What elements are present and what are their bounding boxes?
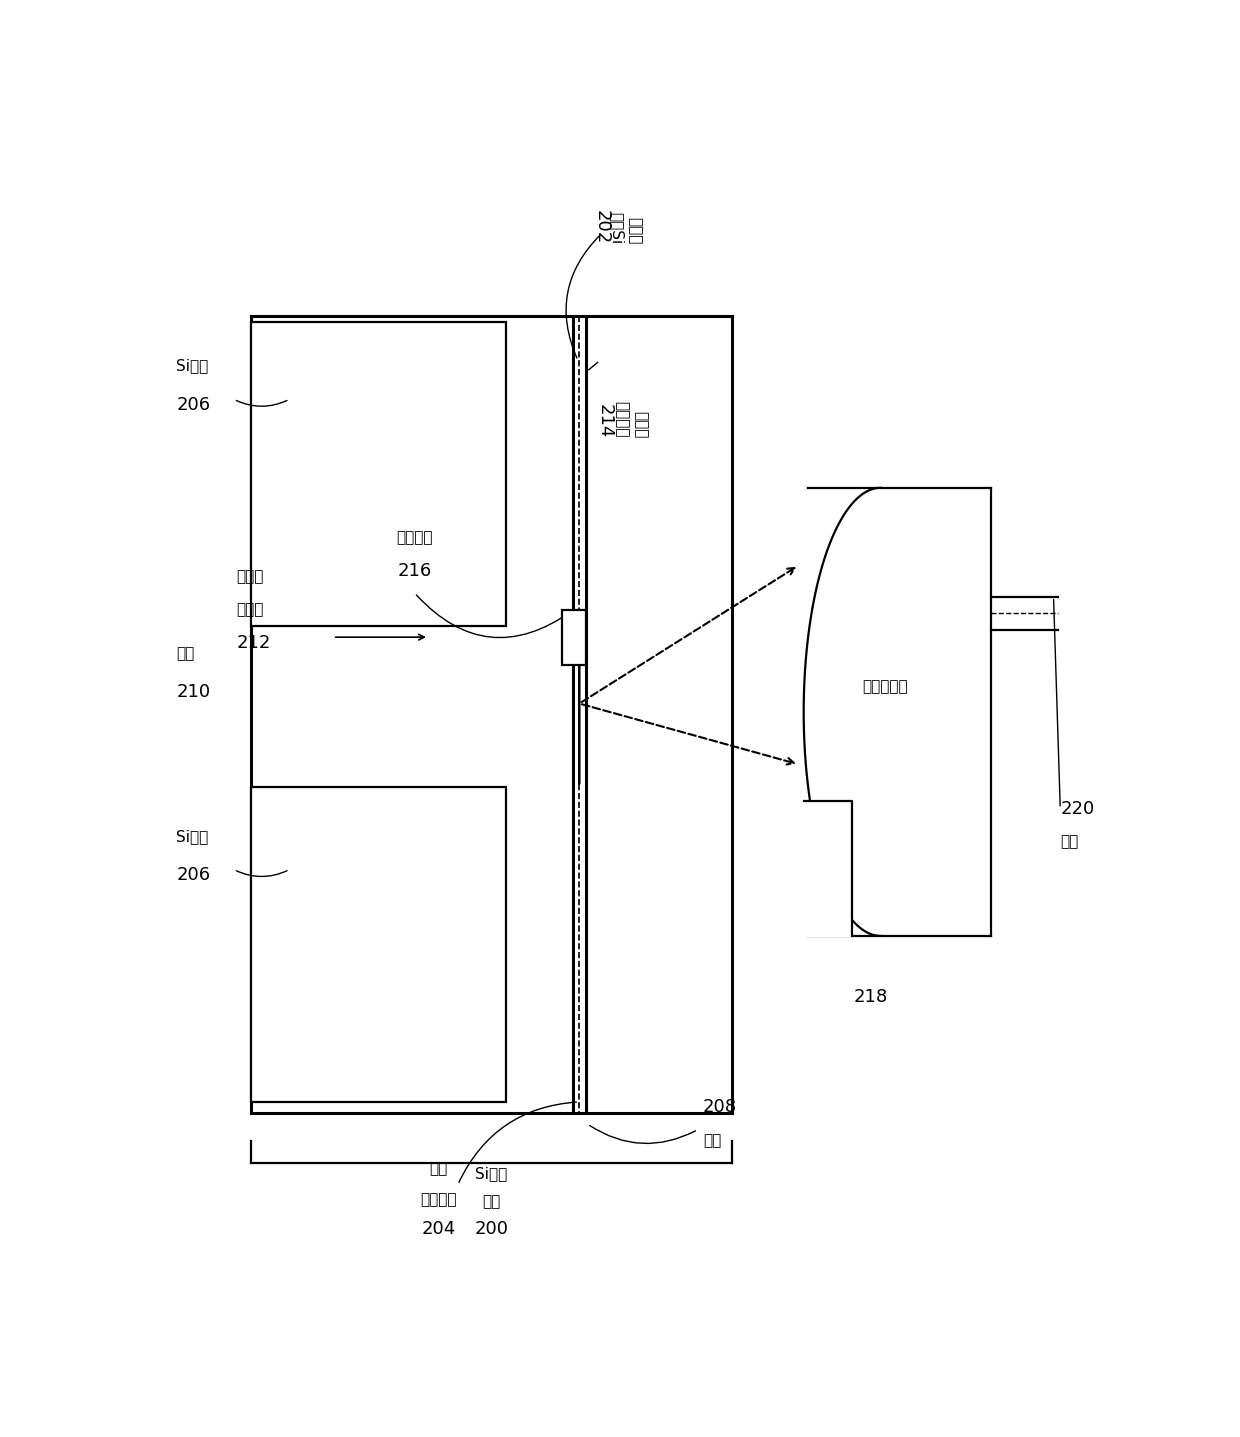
Text: 206: 206 xyxy=(176,395,211,414)
Text: 212: 212 xyxy=(237,634,272,652)
Text: 芯片: 芯片 xyxy=(482,1194,501,1209)
Text: 背侧腔: 背侧腔 xyxy=(237,602,264,616)
Text: 埋埋: 埋埋 xyxy=(429,1161,448,1175)
Text: 有源Si: 有源Si xyxy=(610,213,625,244)
Text: 反射结构: 反射结构 xyxy=(397,530,433,545)
Text: Si光子: Si光子 xyxy=(475,1167,507,1181)
Bar xyxy=(802,802,853,937)
Text: 光纤连接器: 光纤连接器 xyxy=(863,680,908,694)
Text: 光纤: 光纤 xyxy=(1060,835,1079,849)
Text: 氧化物层: 氧化物层 xyxy=(420,1191,456,1207)
Text: 202: 202 xyxy=(593,210,610,244)
Text: 216: 216 xyxy=(397,562,432,579)
Text: 214: 214 xyxy=(595,404,613,438)
Text: 218: 218 xyxy=(854,987,888,1006)
Text: 蚀刻的: 蚀刻的 xyxy=(237,569,264,583)
Text: 200: 200 xyxy=(475,1220,508,1239)
Text: 206: 206 xyxy=(176,867,211,884)
Bar xyxy=(250,322,506,627)
Bar xyxy=(250,786,506,1102)
Text: 耦合器: 耦合器 xyxy=(634,411,649,438)
Text: 210: 210 xyxy=(176,684,211,701)
Text: 光子层: 光子层 xyxy=(627,217,642,244)
Text: 背侧: 背侧 xyxy=(176,647,195,661)
Text: Si衬底: Si衬底 xyxy=(176,829,208,844)
Text: 204: 204 xyxy=(422,1220,455,1239)
Text: 前侧: 前侧 xyxy=(703,1134,720,1148)
Text: Si衬底: Si衬底 xyxy=(176,359,208,374)
Text: 衍射光栅: 衍射光栅 xyxy=(614,401,630,438)
Text: 220: 220 xyxy=(1060,799,1095,818)
Text: 208: 208 xyxy=(703,1098,737,1117)
Bar xyxy=(250,316,732,1112)
Bar xyxy=(563,609,585,665)
